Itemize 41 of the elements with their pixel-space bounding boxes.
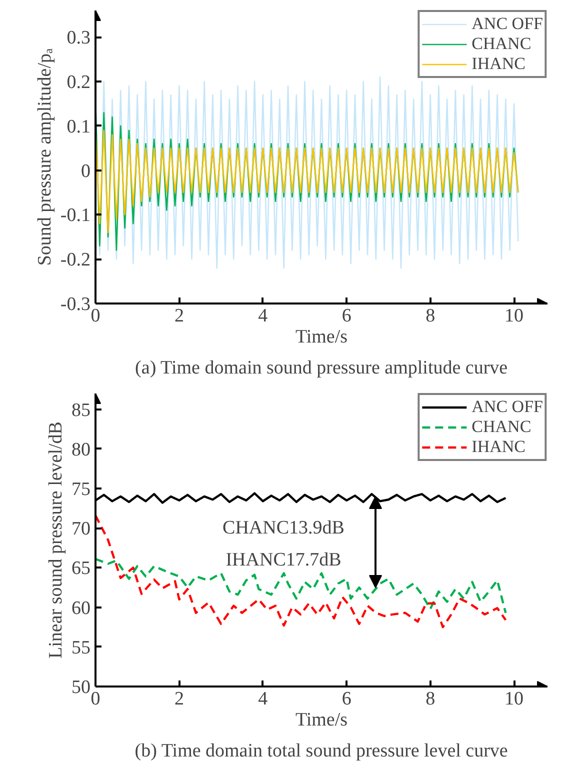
- x-tick-label: 6: [342, 688, 352, 710]
- y-tick-label: 65: [72, 558, 90, 580]
- y-tick-label: 0.3: [66, 28, 90, 49]
- y-tick-label: 55: [72, 637, 90, 658]
- y-tick-label: 50: [72, 677, 90, 698]
- y-tick-label: 70: [72, 518, 90, 540]
- x-axis-title: Time/s: [295, 710, 348, 730]
- y-tick-label: 75: [72, 479, 90, 500]
- y-tick-label: 0.2: [66, 72, 90, 94]
- y-tick-label: -0.1: [60, 205, 90, 226]
- x-tick-label: 4: [258, 306, 268, 326]
- y-tick-label: 0: [81, 160, 90, 182]
- x-tick-label: 2: [174, 688, 184, 710]
- y-tick-label: 0.1: [66, 116, 90, 138]
- text: (a) Time domain sound pressure amplitude curve: [135, 358, 508, 378]
- text: (b) Time domain total sound pressure level curve: [134, 740, 508, 762]
- annotation: IHANC17.7dB: [226, 550, 342, 570]
- y-tick-label: 80: [72, 439, 90, 460]
- x-tick-label: 8: [426, 306, 436, 326]
- y-axis-title: Linear sound pressure level/dB: [46, 422, 66, 658]
- x-tick-label: 6: [342, 306, 352, 326]
- y-tick-label: 85: [72, 400, 90, 421]
- legend-label: IHANC: [472, 437, 526, 457]
- x-tick-label: 4: [258, 688, 268, 710]
- y-axis-title: Sound pressure amplitude/pₐ: [34, 48, 56, 266]
- x-tick-label: 2: [174, 306, 184, 326]
- x-tick-label: 10: [504, 306, 524, 326]
- legend-label: CHANC: [472, 417, 532, 437]
- legend-label: ANC OFF: [472, 397, 543, 417]
- line-series: [96, 514, 507, 628]
- x-axis-title: Time/s: [295, 326, 348, 348]
- x-tick-label: 10: [504, 688, 524, 710]
- legend-label: ANC OFF: [472, 14, 543, 34]
- legend-label: IHANC: [472, 54, 526, 74]
- x-tick-label: 8: [426, 688, 436, 710]
- y-tick-label: -0.3: [60, 294, 90, 315]
- legend-label: CHANC: [472, 34, 532, 54]
- annotation: CHANC13.9dB: [222, 518, 344, 538]
- y-tick-label: 60: [72, 598, 90, 619]
- y-tick-label: -0.2: [60, 250, 90, 271]
- line-series: [96, 76, 519, 269]
